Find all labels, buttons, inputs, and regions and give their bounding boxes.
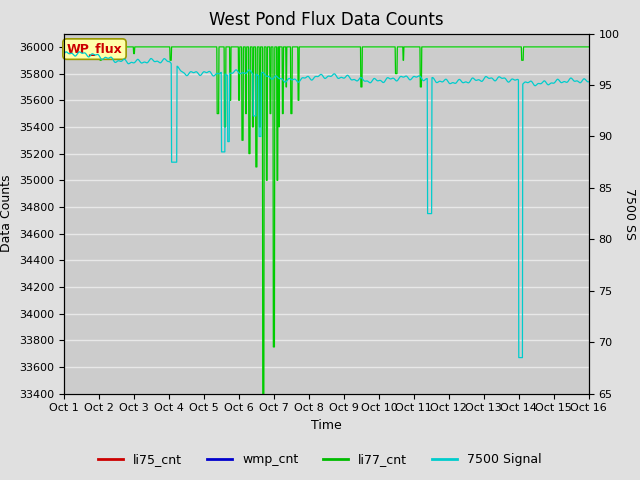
- Y-axis label: 7500 SS: 7500 SS: [623, 188, 636, 240]
- Text: WP_flux: WP_flux: [67, 43, 122, 56]
- Title: West Pond Flux Data Counts: West Pond Flux Data Counts: [209, 11, 444, 29]
- Legend: li75_cnt, wmp_cnt, li77_cnt, 7500 Signal: li75_cnt, wmp_cnt, li77_cnt, 7500 Signal: [93, 448, 547, 471]
- Y-axis label: Data Counts: Data Counts: [1, 175, 13, 252]
- X-axis label: Time: Time: [311, 419, 342, 432]
